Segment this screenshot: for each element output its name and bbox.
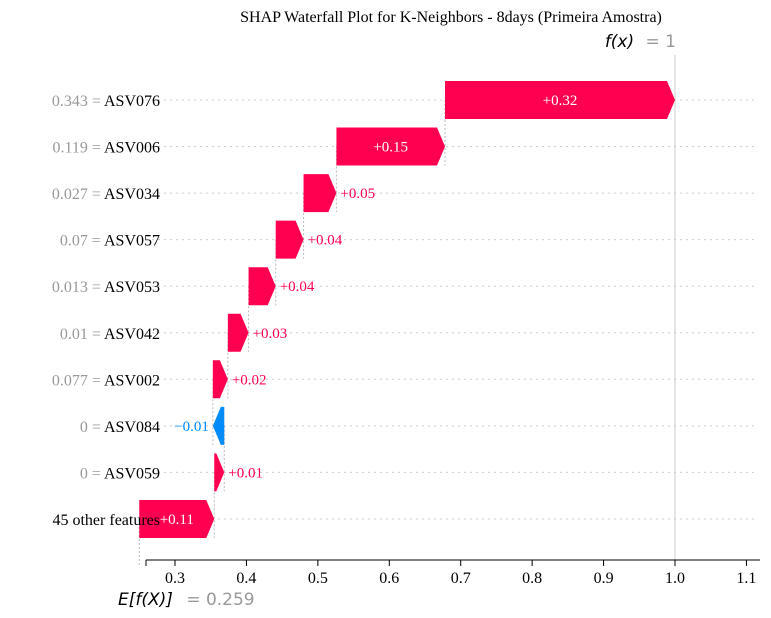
base-symbol: E[f(X)] (118, 590, 173, 610)
x-axis: 0.3 0.4 0.5 0.6 0.7 0.8 0.9 1.0 1.1 (145, 559, 760, 587)
waterfall-bar (139, 499, 215, 538)
feature-name-text: ASV084 (104, 419, 160, 436)
feature-name-text: ASV034 (104, 186, 160, 203)
feature-name-text: ASV002 (104, 372, 160, 389)
feature-name-text: 45 other features (52, 512, 160, 529)
waterfall-bar (227, 313, 249, 352)
x-tick-label: 0.5 (308, 570, 328, 587)
waterfall-bar (275, 220, 304, 259)
waterfall-bar (248, 267, 276, 306)
svg-text:f(x) = 1: f(x) = 1 (605, 32, 676, 52)
waterfall-bar (212, 360, 228, 399)
feature-name-text: ASV057 (104, 233, 160, 250)
x-tick-label: 0.7 (451, 570, 471, 587)
feature-name-text: ASV059 (104, 465, 160, 482)
shap-value-label: +0.04 (280, 279, 315, 295)
feature-label: 0.07 = ASV057 (60, 233, 160, 250)
feature-value-text: 0.077 = (52, 372, 104, 389)
feature-label: 0.077 = ASV002 (52, 372, 160, 389)
waterfall-bar (445, 81, 675, 119)
feature-value-text: 0.07 = (60, 233, 104, 250)
x-tick-label: 0.9 (594, 570, 614, 587)
output-symbol: f(x) (605, 32, 634, 52)
chart-title: SHAP Waterfall Plot for K-Neighbors - 8d… (240, 9, 662, 26)
connector-lines (138, 100, 446, 565)
x-tick-label: 0.8 (522, 570, 542, 587)
feature-labels: +0.32 0.343 = ASV076 +0.15 0.119 = ASV006 +0… (52, 93, 578, 529)
shap-value-label: −0.01 (174, 419, 209, 435)
output-value: = 1 (646, 32, 676, 52)
feature-value-text: 0.013 = (52, 279, 104, 296)
feature-label: 0 = ASV084 (80, 419, 160, 436)
feature-label: 0.343 = ASV076 (52, 93, 160, 110)
feature-value-text: 0 = (80, 419, 104, 436)
shap-value-label: +0.04 (308, 233, 343, 249)
x-tick-label: 0.3 (165, 570, 185, 587)
feature-value-text: 0 = (80, 465, 104, 482)
feature-name-text: ASV076 (104, 93, 160, 110)
feature-value-text: 0.027 = (52, 186, 104, 203)
feature-label: 0.119 = ASV006 (52, 140, 160, 157)
svg-text:E[f(X)] = 0.259: E[f(X)] = 0.259 (118, 590, 255, 610)
grid-lines (146, 55, 755, 560)
waterfall-bar (303, 174, 337, 213)
feature-label: 45 other features (52, 512, 160, 529)
feature-label: 0.01 = ASV042 (60, 326, 160, 343)
shap-value-label: +0.05 (340, 186, 375, 202)
feature-label: 0.027 = ASV034 (52, 186, 160, 203)
feature-value-text: 0.343 = (52, 93, 104, 110)
feature-name-text: ASV053 (104, 279, 160, 296)
waterfall-bar (214, 453, 225, 492)
waterfall-bar (212, 406, 225, 445)
waterfall-bar (336, 127, 445, 166)
feature-label: 0 = ASV059 (80, 465, 160, 482)
shap-value-label: +0.03 (253, 326, 288, 342)
feature-value-text: 0.01 = (60, 326, 104, 343)
feature-value-text: 0.119 = (52, 140, 104, 157)
shap-value-label: +0.02 (232, 372, 267, 388)
shap-value-label: +0.11 (160, 512, 194, 528)
x-tick-label: 1.1 (736, 570, 756, 587)
feature-label: 0.013 = ASV053 (52, 279, 160, 296)
x-tick-label: 0.4 (236, 570, 256, 587)
base-annotation: E[f(X)] = 0.259 (118, 590, 255, 610)
feature-name-text: ASV042 (104, 326, 160, 343)
x-tick-label: 1.0 (665, 570, 685, 587)
base-value: = 0.259 (186, 590, 254, 610)
x-tick-label: 0.6 (379, 570, 399, 587)
waterfall-bars (139, 81, 675, 538)
feature-name-text: ASV006 (104, 140, 160, 157)
shap-value-label: +0.01 (228, 465, 263, 481)
shap-value-label: +0.32 (543, 93, 578, 109)
shap-value-label: +0.15 (373, 140, 408, 156)
output-annotation: f(x) = 1 (605, 32, 676, 52)
